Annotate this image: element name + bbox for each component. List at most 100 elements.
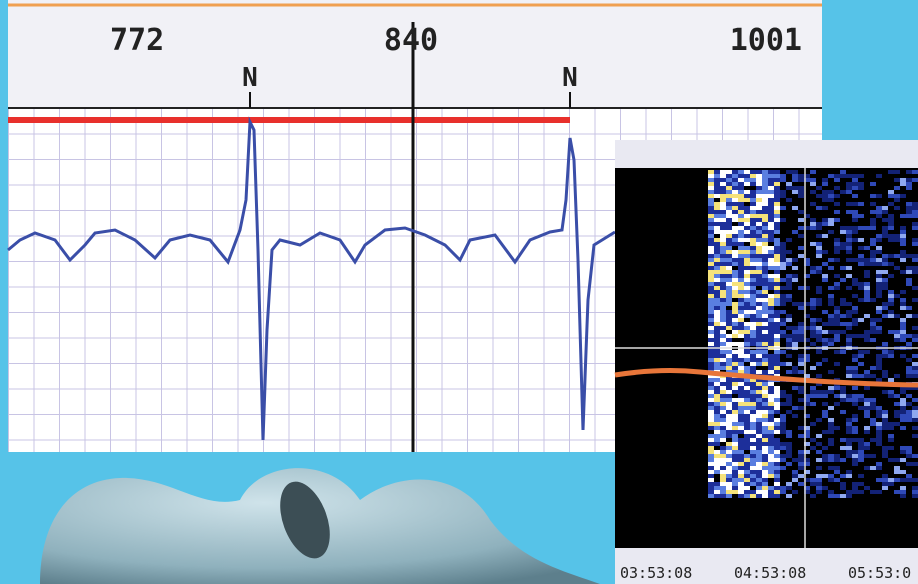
spec-cell: [894, 170, 900, 174]
spec-cell: [738, 330, 744, 334]
spec-cell: [714, 314, 720, 318]
spec-cell: [798, 398, 804, 402]
spec-cell: [726, 434, 732, 438]
spec-cell: [888, 378, 894, 382]
spec-cell: [900, 450, 906, 454]
spec-cell: [822, 446, 828, 450]
spec-cell: [846, 442, 852, 446]
spec-cell: [732, 178, 738, 182]
spec-cell: [756, 430, 762, 434]
spec-cell: [900, 318, 906, 322]
spec-cell: [810, 218, 816, 222]
spec-cell: [738, 466, 744, 470]
spec-cell: [708, 406, 714, 410]
spec-cell: [774, 254, 780, 258]
spec-cell: [744, 466, 750, 470]
spec-cell: [750, 406, 756, 410]
spec-cell: [822, 206, 828, 210]
spec-cell: [882, 234, 888, 238]
spec-cell: [756, 322, 762, 326]
spec-cell: [786, 494, 792, 498]
spec-cell: [786, 486, 792, 490]
spec-cell: [876, 294, 882, 298]
spec-cell: [906, 410, 912, 414]
spec-cell: [804, 174, 810, 178]
spec-cell: [804, 490, 810, 494]
spec-cell: [786, 446, 792, 450]
spec-cell: [744, 410, 750, 414]
spec-cell: [912, 206, 918, 210]
spec-cell: [822, 250, 828, 254]
spec-cell: [708, 390, 714, 394]
spec-cell: [798, 334, 804, 338]
spec-cell: [828, 314, 834, 318]
spec-cell: [720, 458, 726, 462]
spec-cell: [756, 234, 762, 238]
spec-cell: [762, 406, 768, 410]
spec-cell: [786, 450, 792, 454]
spec-cell: [822, 222, 828, 226]
spec-cell: [864, 270, 870, 274]
spec-cell: [894, 402, 900, 406]
spec-cell: [738, 354, 744, 358]
spec-cell: [714, 202, 720, 206]
spec-cell: [882, 418, 888, 422]
spec-cell: [822, 218, 828, 222]
spec-cell: [900, 478, 906, 482]
spec-cell: [732, 430, 738, 434]
spec-cell: [912, 202, 918, 206]
spec-cell: [876, 410, 882, 414]
spec-cell: [744, 442, 750, 446]
spec-cell: [744, 206, 750, 210]
spec-cell: [828, 390, 834, 394]
spec-cell: [774, 358, 780, 362]
spec-cell: [738, 246, 744, 250]
spec-cell: [864, 446, 870, 450]
spec-cell: [852, 258, 858, 262]
spec-cell: [762, 222, 768, 226]
spec-cell: [792, 258, 798, 262]
spec-cell: [714, 310, 720, 314]
spec-cell: [762, 290, 768, 294]
spec-cell: [738, 274, 744, 278]
spec-cell: [828, 298, 834, 302]
spec-cell: [720, 410, 726, 414]
spec-cell: [876, 406, 882, 410]
spec-cell: [912, 362, 918, 366]
spec-cell: [828, 406, 834, 410]
spec-cell: [744, 182, 750, 186]
spec-cell: [762, 274, 768, 278]
spec-cell: [738, 202, 744, 206]
spec-cell: [750, 230, 756, 234]
spec-cell: [798, 190, 804, 194]
spec-cell: [816, 242, 822, 246]
spec-cell: [834, 286, 840, 290]
spec-cell: [810, 318, 816, 322]
spec-cell: [858, 238, 864, 242]
spec-cell: [906, 278, 912, 282]
spec-cell: [762, 182, 768, 186]
spec-cell: [738, 210, 744, 214]
spec-cell: [762, 446, 768, 450]
spec-cell: [900, 194, 906, 198]
spec-cell: [726, 294, 732, 298]
spec-cell: [750, 286, 756, 290]
spec-cell: [762, 354, 768, 358]
spec-cell: [888, 214, 894, 218]
spec-cell: [888, 350, 894, 354]
spec-cell: [756, 318, 762, 322]
spec-cell: [750, 454, 756, 458]
spec-cell: [708, 394, 714, 398]
spec-cell: [912, 406, 918, 410]
spec-cell: [720, 202, 726, 206]
spec-cell: [834, 178, 840, 182]
spec-cell: [738, 226, 744, 230]
spec-cell: [708, 250, 714, 254]
spec-cell: [816, 478, 822, 482]
spec-cell: [828, 194, 834, 198]
spec-cell: [888, 482, 894, 486]
spec-cell: [804, 358, 810, 362]
spec-cell: [816, 286, 822, 290]
spec-cell: [738, 254, 744, 258]
spec-cell: [906, 182, 912, 186]
